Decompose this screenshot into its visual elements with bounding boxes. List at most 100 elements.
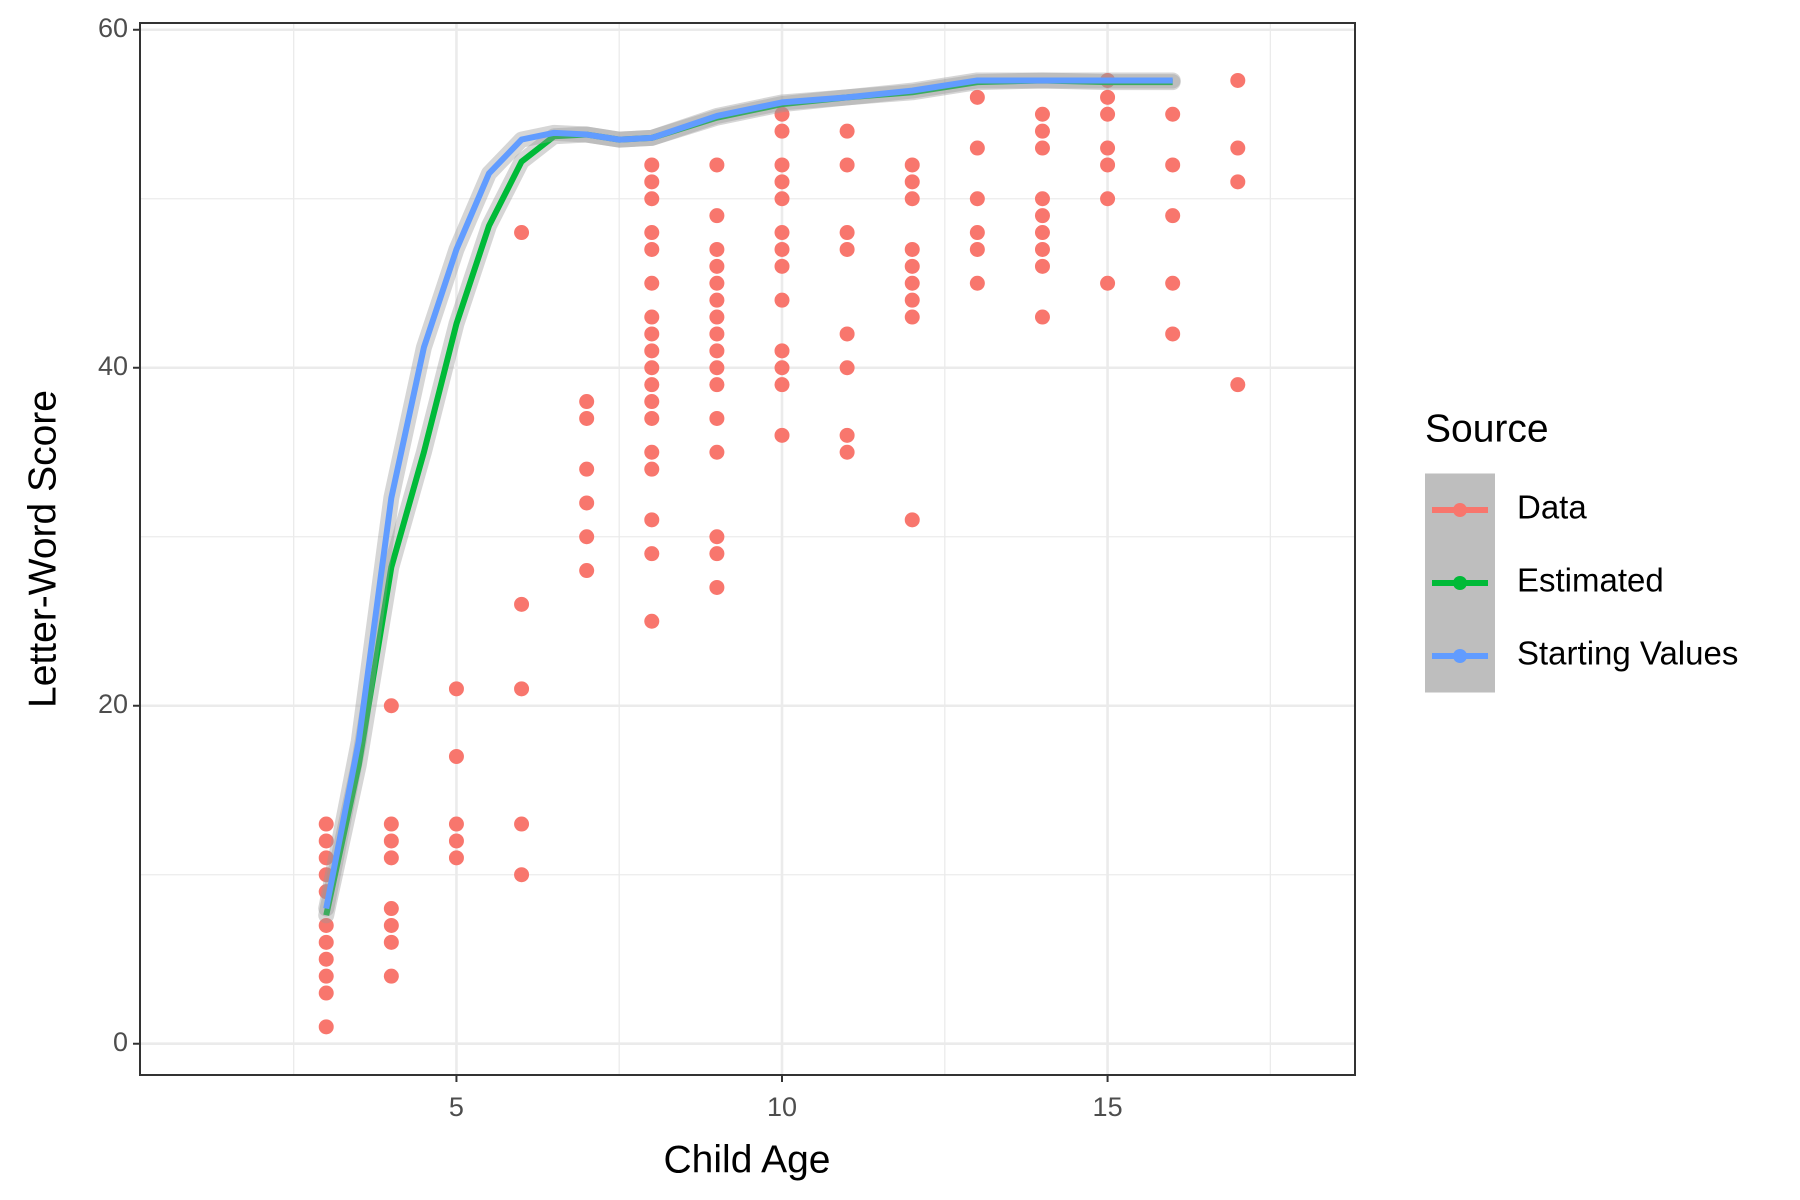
point [904,309,920,325]
point [1230,377,1246,393]
point [709,208,725,224]
point [644,461,660,477]
point [904,191,920,207]
point [579,495,595,511]
point [448,833,464,849]
x-tick-label: 10 [767,1092,797,1122]
point [774,174,790,190]
point [644,410,660,426]
point [383,917,399,933]
point [514,867,530,883]
point [1100,106,1116,122]
point [318,968,334,984]
point [1100,140,1116,156]
point [1034,123,1050,139]
point [904,292,920,308]
point [774,343,790,359]
point [709,157,725,173]
point [318,1019,334,1035]
point [318,985,334,1001]
point [774,106,790,122]
line [323,77,1173,916]
point [709,360,725,376]
point [904,512,920,528]
point [644,157,660,173]
legend-title: Source [1425,407,1549,450]
point [839,123,855,139]
point [318,850,334,866]
point [1165,157,1181,173]
point [839,360,855,376]
point [1165,106,1181,122]
point [644,512,660,528]
legend-key-point [1453,649,1467,663]
point [1100,191,1116,207]
point [1230,140,1246,156]
point [839,444,855,460]
x-tick-label: 5 [449,1092,464,1122]
point [709,309,725,325]
point [904,174,920,190]
x-axis-title: Child Age [664,1138,831,1181]
point [904,258,920,274]
point [318,833,334,849]
point [1165,326,1181,342]
point [709,529,725,545]
point [774,225,790,241]
point [579,410,595,426]
point [774,258,790,274]
point [839,427,855,443]
point [1100,275,1116,291]
point [579,394,595,410]
point [774,191,790,207]
point [644,360,660,376]
point [383,901,399,917]
point [774,292,790,308]
point [383,833,399,849]
point [969,191,985,207]
point [448,748,464,764]
legend-label: Data [1517,489,1587,526]
point [514,225,530,241]
point [448,681,464,697]
point [514,596,530,612]
point [709,343,725,359]
point [969,140,985,156]
point [644,326,660,342]
point [318,917,334,933]
legend-label: Starting Values [1517,635,1738,672]
point [644,225,660,241]
point [774,360,790,376]
point [904,275,920,291]
point [1165,208,1181,224]
point [644,275,660,291]
point [579,529,595,545]
point [318,816,334,832]
point [1034,140,1050,156]
point [1230,174,1246,190]
point [709,292,725,308]
plot-border [139,22,1356,1076]
point [774,427,790,443]
point [644,241,660,257]
legend-key-point [1453,576,1467,590]
point [709,241,725,257]
y-axis-title: Letter-Word Score [21,390,64,708]
point [969,225,985,241]
point [579,563,595,579]
point [1230,72,1246,88]
point [383,698,399,714]
point [644,343,660,359]
point [1165,275,1181,291]
y-tick-label: 40 [98,351,128,381]
legend-key-point [1453,503,1467,517]
point [448,850,464,866]
point [904,241,920,257]
point [709,258,725,274]
point [709,326,725,342]
point [709,377,725,393]
point [644,191,660,207]
point [904,157,920,173]
point [1034,225,1050,241]
